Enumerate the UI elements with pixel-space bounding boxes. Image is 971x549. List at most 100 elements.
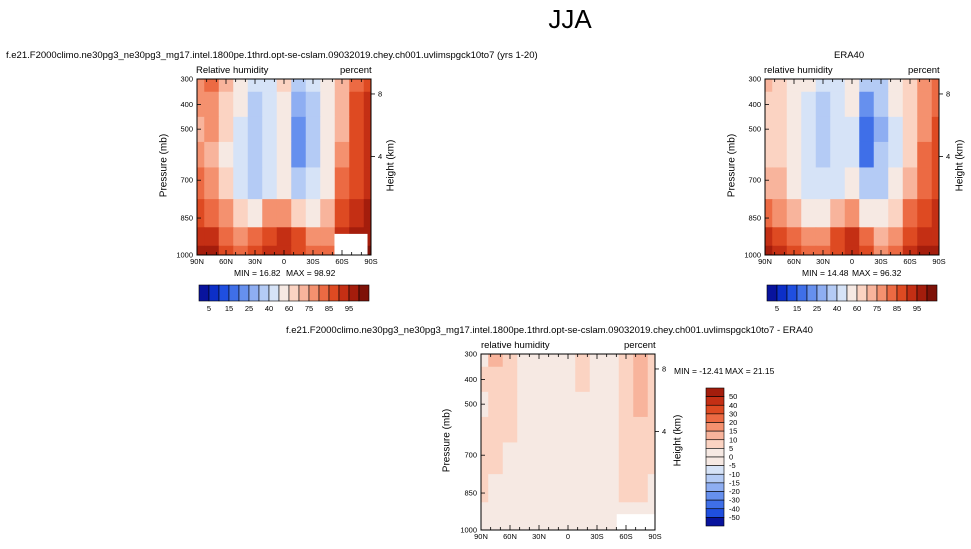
model-cell [204,199,220,228]
diff-cell [488,502,504,522]
diff-colorbar-swatch [705,430,725,441]
model-cell [276,167,292,200]
obs-xtick-label: 90S [932,257,945,266]
model-colorbar-swatch [198,284,210,302]
model-cell [218,227,234,247]
diff-colorbar-swatch [705,482,725,492]
diff-cell [531,391,547,418]
diff-cell [618,391,634,418]
diff-cell [488,442,504,475]
diff-cell [647,354,656,368]
diff-cell [604,474,620,503]
diff-cell [575,354,591,368]
obs-min: MIN = 14.48 [802,268,849,278]
model-case-title: f.e21.F2000climo.ne30pg3_ne30pg3_mg17.in… [6,50,538,61]
model-cell [305,141,321,168]
diff-cell [502,416,518,443]
model-cell [320,245,336,256]
obs-cell [765,245,773,256]
obs-cell [844,91,860,118]
model-cell [363,245,372,256]
diff-cell [575,416,591,443]
diff-cell [647,474,656,503]
diff-ylabel: Pressure (mb) [441,408,453,473]
obs-cell [888,91,904,118]
obs-colorbar-swatch [916,284,928,302]
obs-cell [902,199,918,228]
obs-var-label: relative humidity [764,65,833,76]
obs-cell [888,245,904,256]
model-xtick-label: 90N [190,257,204,266]
diff-cell [647,366,656,393]
model-colorbar-swatch [248,284,260,302]
obs-xtick-label: 30N [816,257,830,266]
diff-cell [560,442,576,475]
obs-units-label: percent [908,65,940,76]
diff-cell [604,416,620,443]
model-cell [276,227,292,247]
model-cell [218,167,234,200]
model-cell [262,227,278,247]
obs-cell [931,227,940,247]
diff-colorbar-label: -15 [729,478,740,487]
diff-cell [575,502,591,522]
diff-cell [589,502,605,522]
obs-cell [859,245,875,256]
obs-cell [801,141,817,168]
model-cell [233,245,249,256]
obs-cell [844,141,860,168]
diff-colorbar-label: 40 [729,401,737,410]
obs-cell [931,91,940,118]
model-cell [291,167,307,200]
model-cell [320,116,336,143]
obs-colorbar-label: 25 [813,304,821,313]
model-colorbar-label: 25 [245,304,253,313]
model-colorbar-swatch [258,284,270,302]
diff-cell [517,416,533,443]
diff-colorbar-label: -20 [729,487,740,496]
model-colorbar-swatch [338,284,350,302]
obs-cell [772,116,788,143]
diff-cell [488,520,504,531]
model-cell [247,79,263,93]
diff-cell [546,391,562,418]
model-cell [204,227,220,247]
model-cell [197,116,205,143]
obs-cell [765,167,773,200]
model-cell [233,227,249,247]
diff-cell [502,474,518,503]
model-cell [247,141,263,168]
obs-cell [917,141,933,168]
obs-colorbar-swatch [856,284,868,302]
model-cell [291,245,307,256]
obs-cell [772,91,788,118]
diff-cell [575,474,591,503]
model-ytick-label: 500 [180,125,193,134]
model-cell [334,79,350,93]
obs-cell [917,199,933,228]
obs-cell [830,227,846,247]
model-colorbar-swatch [298,284,310,302]
obs-height-tick-label: 4 [946,152,950,161]
obs-colorbar-swatch [876,284,888,302]
diff-cell [560,502,576,522]
model-cell [349,167,365,200]
obs-max: MAX = 96.32 [852,268,902,278]
model-cell [197,245,205,256]
diff-ytick-label: 300 [464,350,477,359]
obs-cell [902,116,918,143]
diff-colorbar-swatch [705,422,725,432]
model-cell [197,199,205,228]
obs-cell [859,199,875,228]
obs-xtick-label: 90N [758,257,772,266]
obs-colorbar-swatch [846,284,858,302]
diff-height-tick-label: 8 [662,364,666,373]
diff-cell [517,474,533,503]
obs-cell [917,79,933,93]
diff-cell [546,502,562,522]
model-cell [349,79,365,93]
obs-colorbar-swatch [766,284,778,302]
diff-cell [531,416,547,443]
model-cell [247,116,263,143]
diff-cell [633,391,649,418]
